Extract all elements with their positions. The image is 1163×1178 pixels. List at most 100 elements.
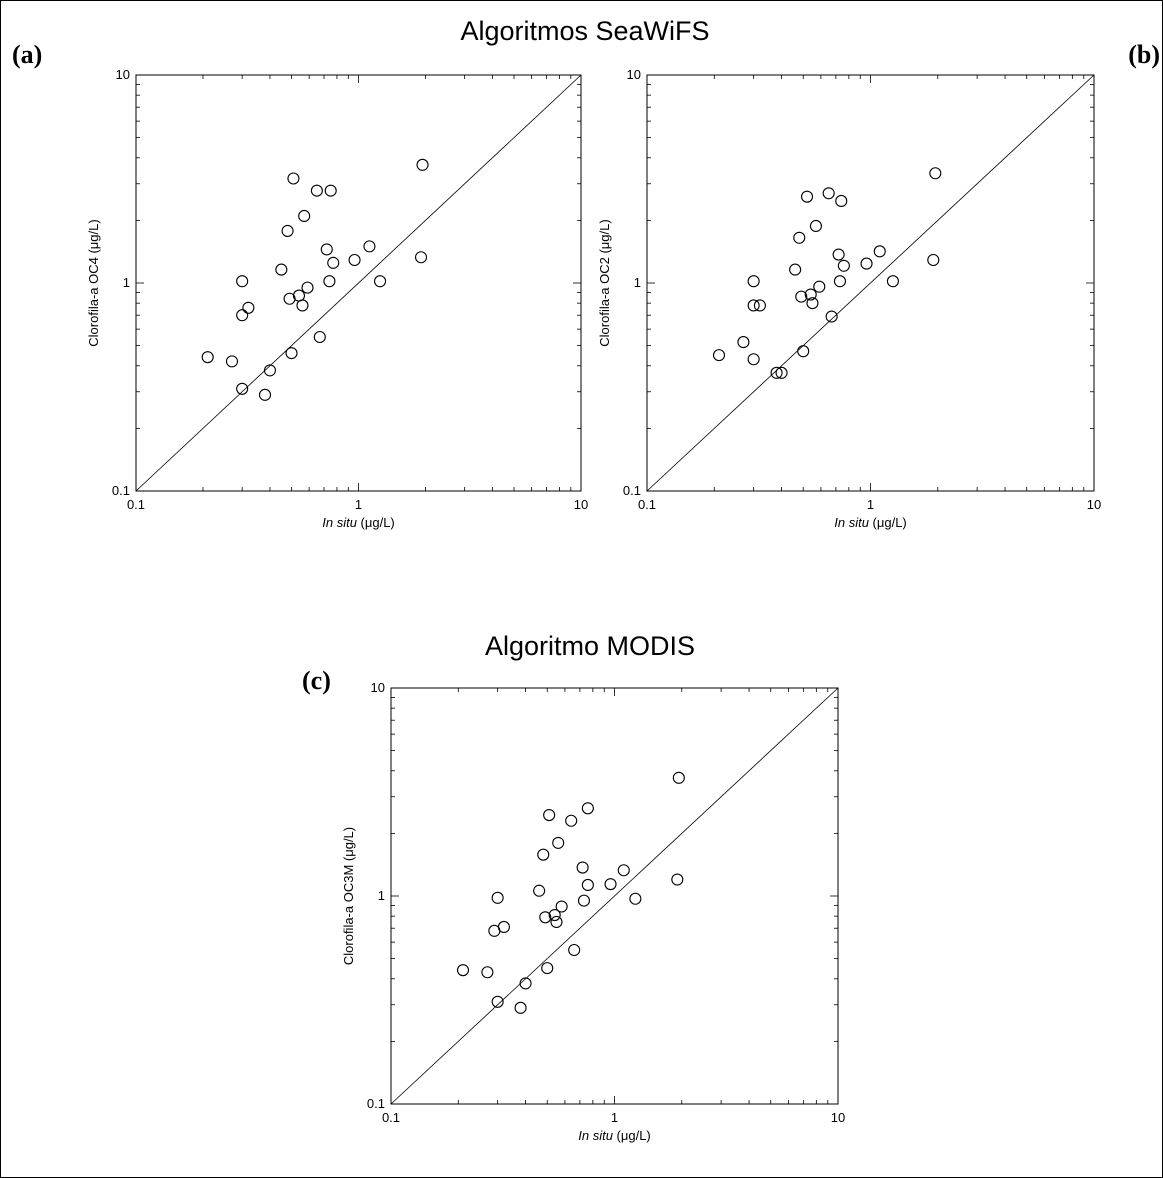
data-point xyxy=(296,299,309,312)
data-point xyxy=(797,345,810,358)
data-point xyxy=(552,836,565,849)
y-tick-label: 10 xyxy=(116,67,130,82)
panel-label: (b) xyxy=(1128,40,1160,69)
data-point xyxy=(833,275,847,288)
x-axis-label-italic: In situ xyxy=(578,1128,613,1143)
data-point xyxy=(363,240,376,253)
data-point xyxy=(800,190,814,203)
x-tick-label: 0.1 xyxy=(127,497,145,512)
data-point xyxy=(813,280,826,293)
panel-label: (a) xyxy=(12,40,42,69)
data-point xyxy=(617,864,630,877)
y-tick-label: 10 xyxy=(371,680,385,695)
panel-label: (c) xyxy=(302,666,331,695)
data-point xyxy=(775,366,788,379)
data-point xyxy=(298,209,311,223)
data-point xyxy=(747,353,760,366)
x-tick-label: 10 xyxy=(831,1110,845,1125)
y-tick-label: 1 xyxy=(634,275,641,290)
data-point xyxy=(550,915,563,929)
data-point xyxy=(275,263,288,276)
data-point xyxy=(747,275,760,288)
data-point xyxy=(753,299,766,312)
data-point xyxy=(672,771,685,784)
data-point xyxy=(804,288,817,301)
y-axis-label: Clorofila-a OC2 (μg/L) xyxy=(597,219,612,346)
data-point xyxy=(886,275,899,288)
x-tick-label: 1 xyxy=(355,497,362,512)
data-point xyxy=(374,275,387,288)
x-tick-label: 10 xyxy=(1087,497,1101,512)
data-point xyxy=(835,194,848,208)
data-point xyxy=(324,184,337,197)
data-point xyxy=(873,245,886,258)
data-point xyxy=(568,943,581,957)
data-point xyxy=(860,257,873,270)
data-point xyxy=(533,884,546,897)
data-point xyxy=(577,894,591,907)
y-tick-label: 10 xyxy=(627,67,641,82)
x-axis-label: In situ (μg/L) xyxy=(322,515,395,530)
x-axis-label: In situ (μg/L) xyxy=(578,1128,651,1143)
y-tick-label: 1 xyxy=(123,275,130,290)
data-point xyxy=(822,187,835,200)
data-point xyxy=(236,275,249,288)
data-point xyxy=(543,809,556,822)
data-point xyxy=(514,1001,527,1014)
x-axis-label-italic: In situ xyxy=(322,515,357,530)
x-axis-label-unit: (μg/L) xyxy=(869,515,907,530)
data-point xyxy=(201,351,214,364)
chart-panel-a: 0.1 1 10 0.1 1 10 In situ (μg/L) Clorofila-a OC… xyxy=(12,40,588,530)
data-point xyxy=(456,964,470,977)
data-point xyxy=(927,253,940,267)
x-axis-label: In situ (μg/L) xyxy=(834,515,907,530)
data-point xyxy=(519,977,532,990)
data-point xyxy=(539,911,552,924)
data-point xyxy=(258,388,272,401)
data-point xyxy=(747,299,760,312)
one-to-one-line xyxy=(646,74,1095,492)
data-point xyxy=(320,243,333,256)
data-point xyxy=(491,891,504,904)
data-point xyxy=(832,248,845,261)
x-axis-label-italic: In situ xyxy=(834,515,869,530)
y-tick-label: 0.1 xyxy=(623,483,641,498)
x-axis-label-unit: (μg/L) xyxy=(357,515,395,530)
y-tick-label: 0.1 xyxy=(367,1096,385,1111)
data-point xyxy=(481,966,494,979)
y-axis-label: Clorofila-a OC4 (μg/L) xyxy=(86,219,101,346)
data-point xyxy=(837,259,850,272)
data-point xyxy=(348,253,361,267)
x-tick-label: 1 xyxy=(867,497,874,512)
data-point xyxy=(236,382,249,395)
data-point xyxy=(789,263,802,276)
data-point xyxy=(737,336,750,349)
data-point xyxy=(806,297,819,310)
one-to-one-line xyxy=(135,74,582,492)
data-point xyxy=(310,184,323,197)
data-point xyxy=(414,251,428,264)
x-tick-label: 0.1 xyxy=(382,1110,400,1125)
data-point xyxy=(281,224,294,237)
data-point xyxy=(313,330,326,344)
data-point xyxy=(671,873,684,886)
x-tick-label: 10 xyxy=(574,497,588,512)
data-point xyxy=(263,364,277,377)
data-point xyxy=(327,256,340,269)
data-point xyxy=(629,892,642,905)
data-point xyxy=(537,848,550,861)
data-point xyxy=(712,349,726,362)
data-point xyxy=(548,908,561,922)
data-point xyxy=(825,310,838,323)
y-axis-label: Clorofila-a OC3M (μg/L) xyxy=(341,827,356,965)
data-point xyxy=(795,290,808,303)
data-point xyxy=(576,861,589,874)
data-point xyxy=(491,995,504,1008)
data-point xyxy=(541,962,554,975)
x-tick-label: 1 xyxy=(611,1110,618,1125)
title-seawifs: Algoritmos SeaWiFS xyxy=(460,16,709,46)
y-tick-label: 1 xyxy=(378,888,385,903)
data-point xyxy=(555,900,568,913)
data-point xyxy=(301,281,314,294)
